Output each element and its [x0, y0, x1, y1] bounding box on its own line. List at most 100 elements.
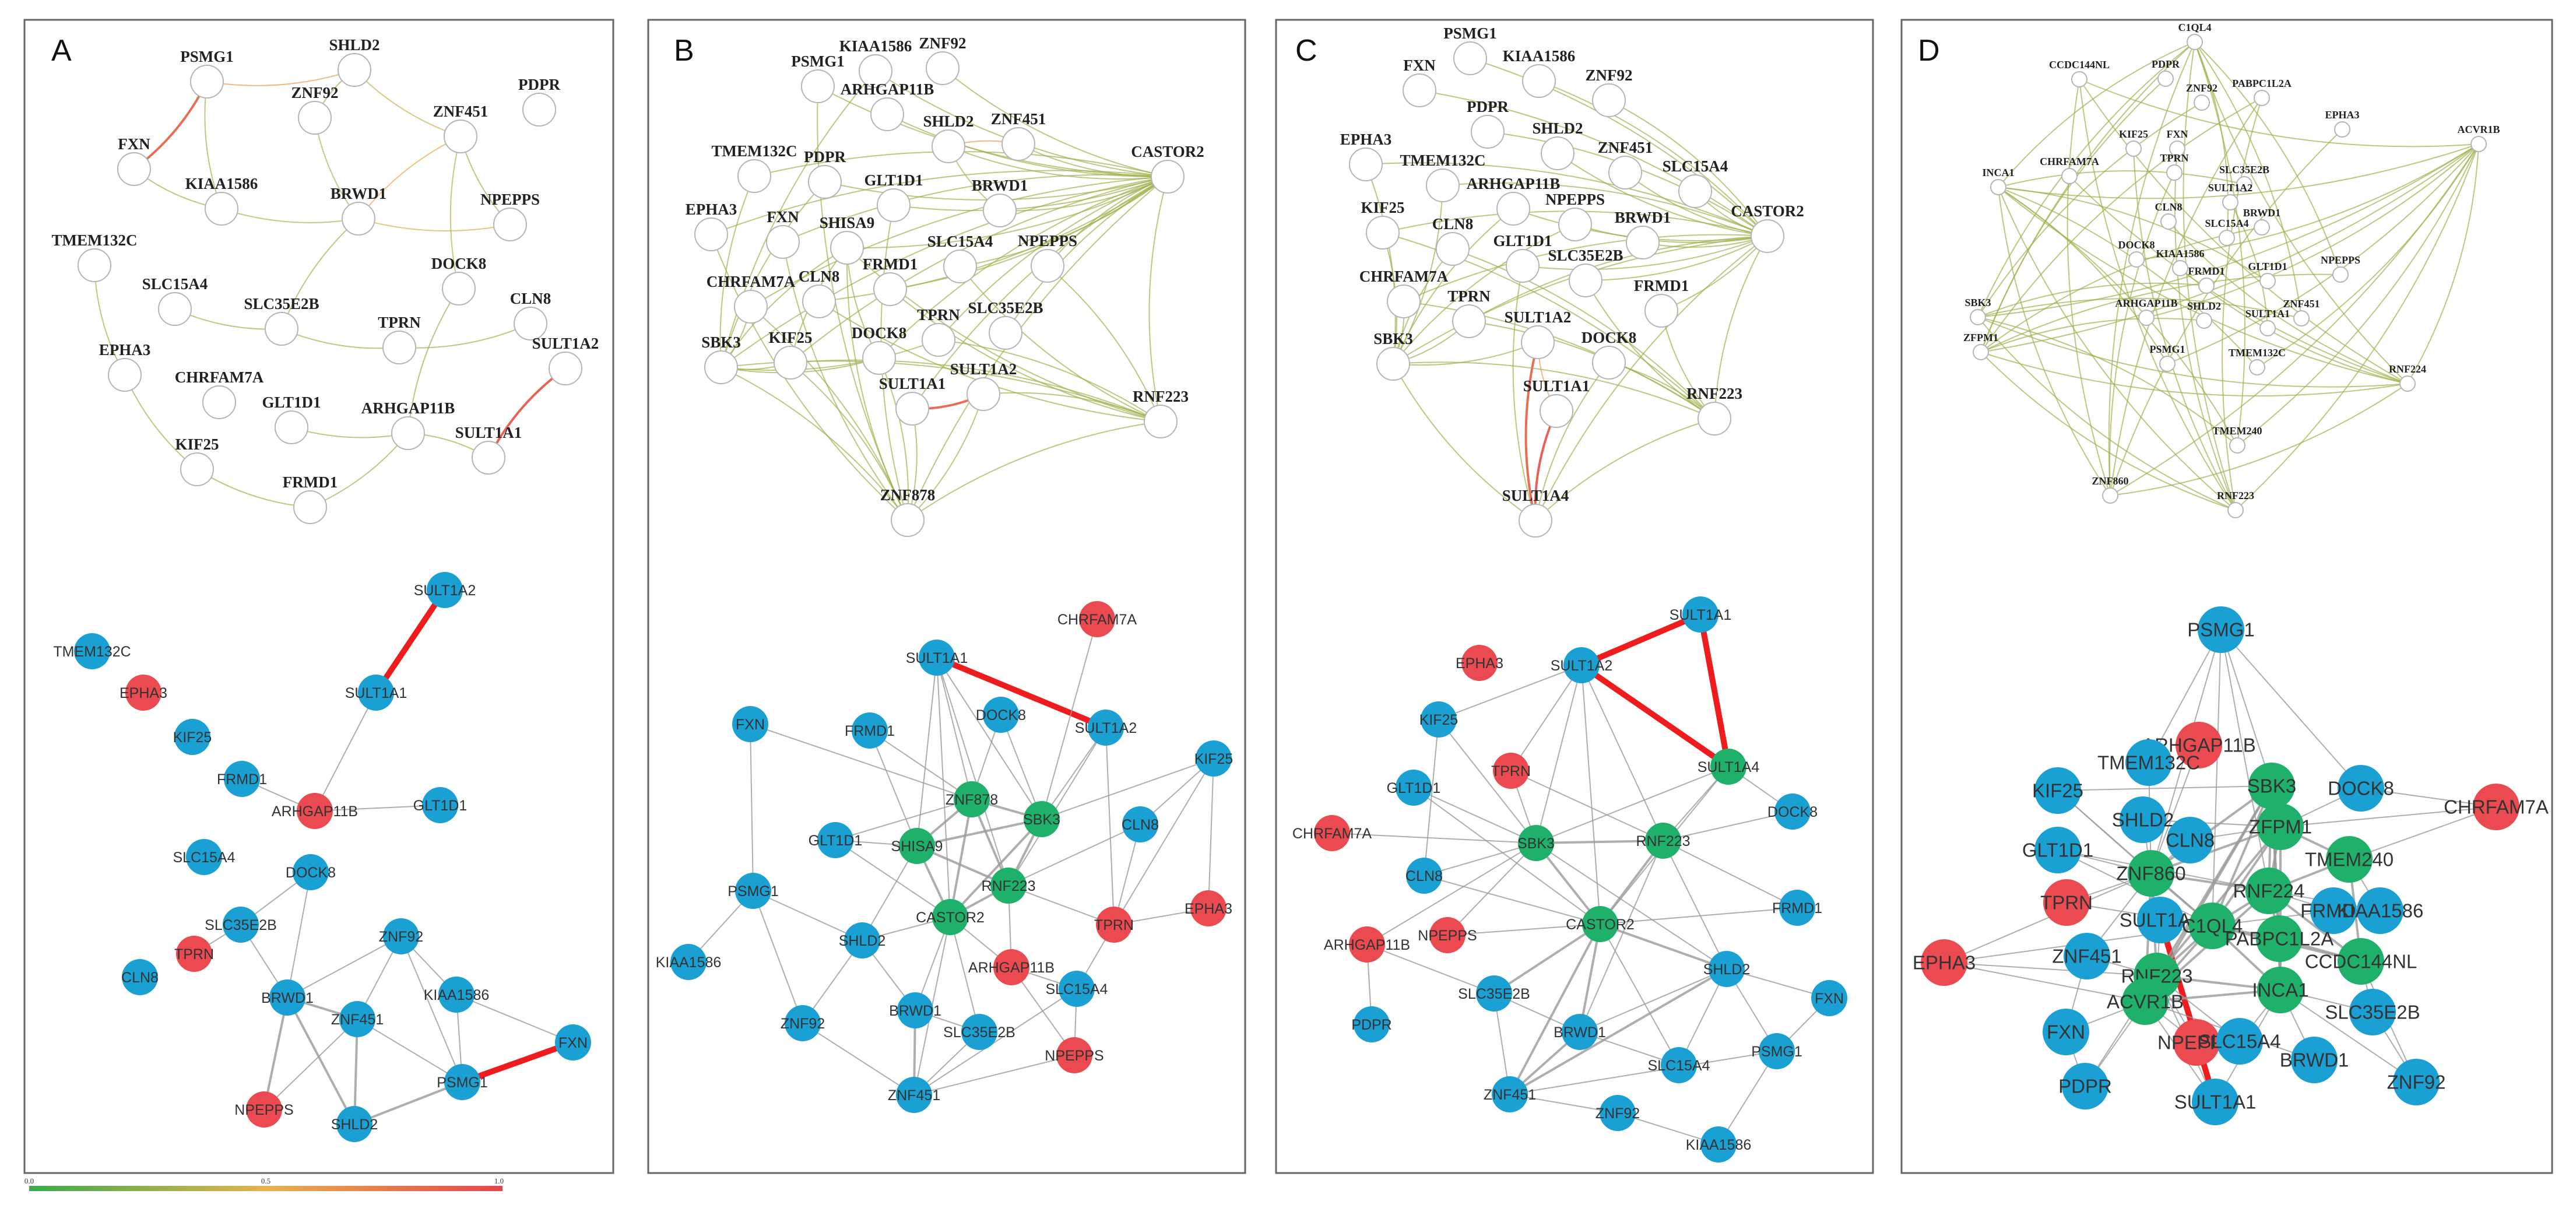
coexpression-edge-frmd1-rnf223 — [1661, 310, 1715, 419]
interaction-node-fxn: FXN — [1811, 980, 1847, 1016]
interaction-edge-sult1a1-castor2 — [936, 657, 951, 918]
interaction-node-circle-psmg1 — [2198, 606, 2244, 653]
coexpression-node-label: SULT1A1 — [1523, 377, 1590, 395]
coexpression-edge-castor2-znf92 — [1608, 100, 1768, 237]
coexpression-edge-inca1-acvr1b — [1998, 143, 2479, 199]
interaction-node-label: SHLD2 — [2112, 809, 2174, 831]
coexpression-node-psmg1: PSMG1 — [1443, 24, 1497, 75]
interaction-node-slc15a4: SLC15A4 — [1045, 971, 1108, 1007]
coexpression-node-frmd1: FRMD1 — [863, 255, 918, 306]
coexpression-node-sbk3: SBK3 — [1964, 297, 1991, 325]
interaction-node-circle-rnf224 — [2245, 868, 2292, 914]
coexpression-node-cln8: CLN8 — [2155, 201, 2183, 230]
interaction-node-circle-sult1a1 — [358, 675, 394, 711]
interaction-node-label: SLC15A4 — [1045, 981, 1108, 998]
coexpression-edge-castor2-chrfam7a — [750, 176, 1168, 307]
coexpression-node-circle-zfpm1 — [1973, 344, 1989, 360]
coexpression-node-label: TPRN — [1447, 287, 1491, 305]
coexpression-node-circle-rnf223 — [2227, 502, 2244, 518]
interaction-node-sult1a1: SULT1A1 — [345, 675, 407, 711]
coexpression-node-circle-epha3 — [2334, 121, 2350, 138]
interaction-edge-psmg1-znf92 — [753, 890, 803, 1024]
coexpression-node-label: CLN8 — [2155, 201, 2182, 213]
interaction-node-label: BRWD1 — [889, 1003, 941, 1019]
coexpression-edge-psmg1-znf878 — [817, 86, 908, 521]
interaction-node-circle-frmd1 — [852, 712, 888, 749]
interaction-edge-psmg1-sbk3 — [2220, 629, 2272, 786]
interaction-node-label: EPHA3 — [1456, 655, 1503, 672]
coexpression-node-circle-sult1a2 — [549, 352, 582, 385]
interaction-edge-npepps-castor2 — [1447, 923, 1601, 936]
coexpression-node-sbk3: SBK3 — [1373, 330, 1413, 381]
coexpression-edge-epha3-kif25 — [124, 374, 198, 470]
interaction-edge-sbk3-shld2 — [1535, 842, 1727, 970]
interaction-node-label: RNF223 — [1636, 833, 1690, 849]
coexpression-edge-znf451-brwd1 — [358, 136, 461, 219]
interaction-node-label: SLC15A4 — [173, 849, 235, 866]
interaction-edge-npepps-sbk3 — [1447, 842, 1537, 936]
panel-a-frame — [23, 19, 614, 1174]
interaction-node-sult1a1: SULT1A1 — [906, 640, 968, 676]
interaction-node-znf878: ZNF878 — [946, 781, 998, 817]
coexpression-node-npepps: NPEPPS — [2321, 254, 2360, 283]
coexpression-node-label: FRMD1 — [283, 473, 338, 491]
coexpression-node-chrfam7a: CHRFAM7A — [707, 273, 796, 324]
interaction-node-tprn: TPRN — [1491, 753, 1531, 789]
coexpression-node-label: KIF25 — [1361, 199, 1404, 216]
coexpression-node-label: ZNF92 — [1586, 66, 1633, 84]
coexpression-edge-pdpr-sbk3 — [721, 181, 825, 368]
interaction-node-label: SULT1A2 — [2120, 910, 2202, 931]
coexpression-node-slc15a4: SLC15A4 — [142, 275, 208, 326]
interaction-edge-sult1a1-shisa9 — [916, 657, 937, 847]
coexpression-node-label: SHLD2 — [1532, 120, 1583, 137]
coexpression-node-npepps: NPEPPS — [1018, 232, 1077, 283]
interaction-node-circle-brwd1 — [269, 979, 305, 1016]
interaction-edge-castor2-frmd1 — [1600, 907, 1798, 925]
coexpression-node-circle-pdpr — [522, 93, 556, 127]
interaction-edge-castor2-slc35e2b — [950, 916, 980, 1033]
interaction-node-label: ARHGAP11B — [1324, 937, 1410, 953]
interaction-node-circle-shld2 — [1709, 951, 1745, 987]
interaction-node-label: ZNF92 — [781, 1016, 825, 1032]
coexpression-node-label: NPEPPS — [2321, 254, 2360, 266]
interaction-node-label: ZNF860 — [2116, 863, 2185, 884]
interaction-edge-sbk3-znf860 — [2150, 785, 2273, 875]
interaction-node-circle-glt1d1 — [1396, 770, 1432, 806]
interaction-node-fxn: FXN — [732, 706, 768, 742]
interaction-node-label: SULT1A4 — [1698, 759, 1760, 775]
coexpression-edge-ccdc144nl-acvr1b — [2079, 79, 2479, 148]
coexpression-edge-fxn-rnf223 — [2174, 148, 2236, 511]
coexpression-node-circle-brwd1 — [983, 194, 1017, 227]
interaction-node-circle-cln8 — [1122, 806, 1158, 842]
coexpression-edge-slc35e2b-tprn — [281, 328, 400, 349]
coexpression-node-label: SHLD2 — [923, 113, 974, 130]
interaction-node-sult1a1: SULT1A1 — [2174, 1079, 2256, 1125]
coexpression-node-npepps: NPEPPS — [480, 191, 540, 241]
interaction-node-epha3: EPHA3 — [1185, 890, 1232, 926]
interaction-node-circle-castor2 — [932, 899, 968, 935]
interaction-node-circle-kif25 — [1421, 701, 1457, 738]
interaction-edge-kif25-sbk3 — [1438, 719, 1537, 844]
interaction-node-slc35e2b: SLC35E2B — [205, 907, 277, 943]
interaction-edge-znf92-psmg1 — [400, 936, 463, 1083]
coexpression-edge-znf451-sbk3 — [1977, 297, 2302, 319]
coexpression-node-label: KIAA1586 — [2156, 248, 2204, 259]
coexpression-edge-castor2-tprn — [1468, 236, 1768, 322]
coexpression-node-circle-slc15a4 — [2219, 230, 2235, 246]
interaction-node-label: CLN8 — [1122, 817, 1159, 833]
interaction-node-label: ZNF451 — [331, 1012, 384, 1028]
interaction-node-glt1d1: GLT1D1 — [809, 822, 862, 858]
coexpression-node-circle-znf860 — [2102, 487, 2118, 504]
interaction-node-castor2: CASTOR2 — [1566, 906, 1635, 942]
coexpression-node-circle-npepps — [1031, 249, 1064, 283]
coexpression-node-circle-tmem240 — [2229, 437, 2245, 454]
coexpression-node-kiaa1586: KIAA1586 — [2156, 248, 2205, 276]
coexpression-edge-kif25-rnf223 — [2133, 148, 2236, 511]
coexpression-node-sult1a1: SULT1A1 — [455, 424, 522, 475]
coexpression-node-circle-dock8 — [1592, 346, 1626, 380]
coexpression-edge-sbk3-rnf223 — [1977, 317, 2236, 511]
coexpression-node-circle-kiaa1586 — [2172, 260, 2188, 276]
coexpression-node-znf451: ZNF451 — [433, 103, 488, 153]
coexpression-node-sult1a4: SULT1A4 — [1502, 487, 1569, 538]
coexpression-node-circle-glt1d1 — [1506, 249, 1540, 283]
